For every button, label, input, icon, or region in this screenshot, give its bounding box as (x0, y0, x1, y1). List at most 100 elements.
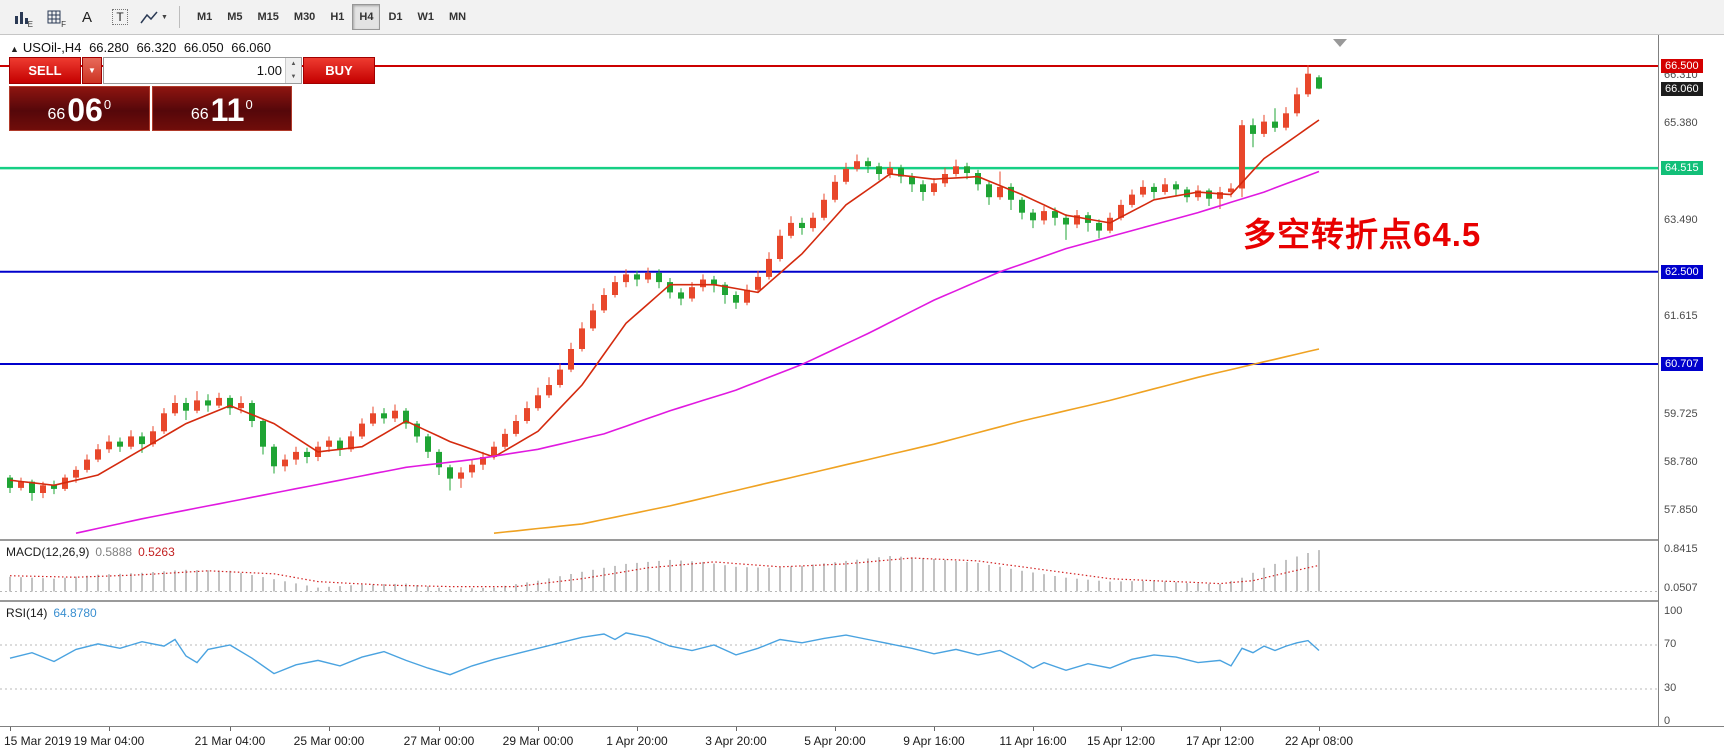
buy-price-frac: 0 (245, 97, 253, 112)
sell-price-int: 66 (47, 106, 66, 123)
time-axis-tick (637, 727, 638, 731)
time-axis-label: 25 Mar 00:00 (293, 734, 365, 748)
chevron-down-icon: ▼ (161, 13, 168, 21)
timeframe-button-m1[interactable]: M1 (196, 11, 213, 23)
textbox-tool-icon: T (112, 9, 128, 25)
volume-dropdown-button[interactable]: ▼ (82, 57, 102, 84)
price-axis-label: 63.490 (1664, 213, 1698, 226)
symbol-timeframe: USOil-,H4 (22, 40, 82, 55)
toolbar: E F A T ▼ M1 M5 M15 M30 H1 H4 D1 W1 MN (0, 0, 1724, 35)
price-marker-box: 60.707 (1661, 357, 1703, 372)
price-marker-box: 66.060 (1661, 81, 1703, 96)
time-axis-tick (1033, 727, 1034, 731)
macd-signal-line (9, 557, 1320, 588)
timeframe-group: M1 M5 M15 M30 H1 H4 D1 W1 MN (190, 4, 473, 30)
text-box-tool-button[interactable]: T (105, 3, 135, 31)
timeframe-button-d1[interactable]: D1 (388, 11, 403, 23)
price-axis-label: 61.615 (1664, 310, 1698, 323)
timeframe-button-w1[interactable]: W1 (417, 11, 435, 23)
macd-signal-value: 0.5263 (138, 545, 175, 559)
time-axis-tick (835, 727, 836, 731)
time-axis-label: 21 Mar 04:00 (194, 734, 266, 748)
timeframe-button-m5[interactable]: M5 (227, 11, 243, 23)
moving-average-ma-slow (493, 348, 1320, 534)
time-axis-label: 15 Mar 2019 (4, 734, 72, 748)
volume-input[interactable] (104, 58, 285, 83)
price-marker-box: 62.500 (1661, 264, 1703, 279)
time-axis-tick (934, 727, 935, 731)
moving-average-ma-fast (9, 119, 1320, 487)
time-axis-tick (1220, 727, 1221, 731)
macd-label: MACD(12,26,9) 0.5888 0.5263 (6, 545, 175, 559)
rsi-axis-label: 100 (1664, 605, 1683, 617)
rsi-label: RSI(14) 64.8780 (6, 606, 97, 620)
time-axis-label: 15 Apr 12:00 (1086, 734, 1156, 748)
macd-main-value: 0.5888 (95, 545, 133, 559)
volume-stepper: ▲ ▼ (285, 58, 301, 83)
indicators-icon[interactable]: E (6, 3, 36, 31)
time-axis-tick (1121, 727, 1122, 731)
time-axis-label: 17 Apr 12:00 (1185, 734, 1255, 748)
drawing-tools-button[interactable]: ▼ (138, 3, 169, 31)
time-axis-label: 5 Apr 20:00 (804, 734, 866, 748)
text-label-tool-button[interactable]: A (72, 3, 102, 31)
indicator-letter: E (27, 20, 33, 29)
price-scale[interactable]: 66.310 65.380 63.490 61.615 59.725 58.780 57.8… (1658, 35, 1724, 727)
buy-price-tile[interactable]: 66 11 0 (151, 86, 292, 131)
quote-low: 66.050 (183, 40, 224, 55)
rsi-axis-label: 0 (1664, 715, 1671, 727)
timeframe-button-m15[interactable]: M15 (257, 11, 279, 23)
volume-field: ▲ ▼ (103, 57, 302, 84)
time-axis-label: 22 Apr 08:00 (1284, 734, 1354, 748)
price-axis-label: 65.380 (1664, 116, 1698, 129)
price-axis-label: 57.850 (1664, 504, 1698, 517)
chart-shift-marker-icon (1333, 39, 1347, 47)
timeframe-button-m30[interactable]: M30 (293, 11, 316, 23)
sell-price-pips: 06 (67, 92, 103, 128)
buy-button[interactable]: BUY (303, 57, 375, 84)
buy-price-int: 66 (190, 106, 209, 123)
moving-average-ma-mid (75, 170, 1320, 534)
time-axis-label: 9 Apr 16:00 (903, 734, 965, 748)
rsi-axis-label: 30 (1664, 682, 1677, 694)
rsi-line (9, 632, 1320, 676)
toolbar-separator (178, 6, 180, 28)
time-axis-tick (109, 727, 110, 731)
quote-close: 66.060 (231, 40, 271, 55)
rsi-value: 64.8780 (53, 606, 97, 620)
timeframe-button-mn[interactable]: MN (449, 11, 467, 23)
chevron-down-icon: ▼ (88, 66, 96, 75)
grid-icon (47, 10, 60, 23)
time-axis-tick (538, 727, 539, 731)
volume-increase-button[interactable]: ▲ (286, 58, 301, 71)
price-axis-label: 58.780 (1664, 456, 1698, 469)
macd-axis-label: 0.8415 (1664, 543, 1698, 555)
quote-line: ▲ USOil-,H4 66.280 66.320 66.050 66.060 (10, 40, 275, 55)
price-marker-box: 64.515 (1661, 161, 1703, 176)
time-axis-tick (439, 727, 440, 731)
sell-button[interactable]: SELL (9, 57, 81, 84)
macd-axis-label: 0.0507 (1664, 582, 1698, 594)
time-axis-label: 3 Apr 20:00 (705, 734, 767, 748)
volume-decrease-button[interactable]: ▼ (286, 70, 301, 83)
time-axis-tick (329, 727, 330, 731)
time-axis-tick (736, 727, 737, 731)
rsi-name: RSI(14) (6, 606, 48, 620)
timeframe-button-h4[interactable]: H4 (352, 4, 381, 30)
sell-price-tile[interactable]: 66 06 0 (9, 86, 150, 131)
time-axis-label: 1 Apr 20:00 (606, 734, 668, 748)
time-axis-tick (10, 727, 11, 731)
timeframe-button-h1[interactable]: H1 (330, 11, 345, 23)
macd-name: MACD(12,26,9) (6, 545, 90, 559)
time-axis[interactable]: 15 Mar 2019 19 Mar 04:00 21 Mar 04:00 25 Ma… (0, 726, 1724, 755)
text-tool-icon: A (81, 8, 92, 26)
tick-up-icon: ▲ (10, 44, 19, 54)
time-axis-label: 19 Mar 04:00 (73, 734, 145, 748)
quote-high: 66.320 (136, 40, 177, 55)
sell-price-frac: 0 (103, 97, 112, 112)
quote-open: 66.280 (89, 40, 129, 55)
grid-icon-button[interactable]: F (39, 3, 69, 31)
time-axis-tick (230, 727, 231, 731)
